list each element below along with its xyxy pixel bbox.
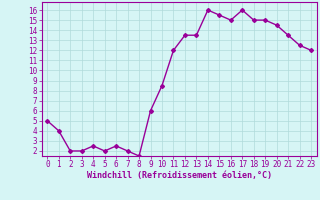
X-axis label: Windchill (Refroidissement éolien,°C): Windchill (Refroidissement éolien,°C) bbox=[87, 171, 272, 180]
